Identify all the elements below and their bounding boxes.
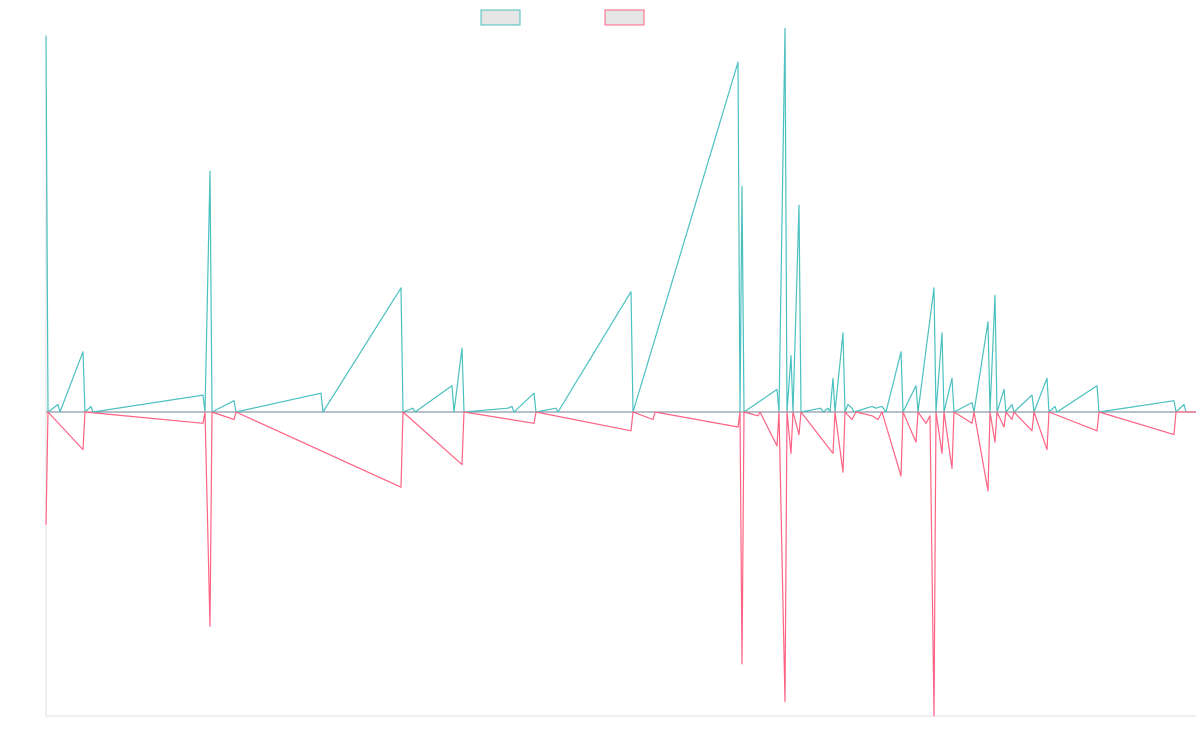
- legend[interactable]: [480, 9, 645, 26]
- series-b-line[interactable]: [45, 411, 1196, 717]
- legend-swatch-series-a[interactable]: [480, 9, 521, 26]
- legend-swatch-series-b[interactable]: [604, 9, 645, 26]
- series-a-line[interactable]: [45, 27, 1196, 413]
- series-layer: [45, 27, 1196, 717]
